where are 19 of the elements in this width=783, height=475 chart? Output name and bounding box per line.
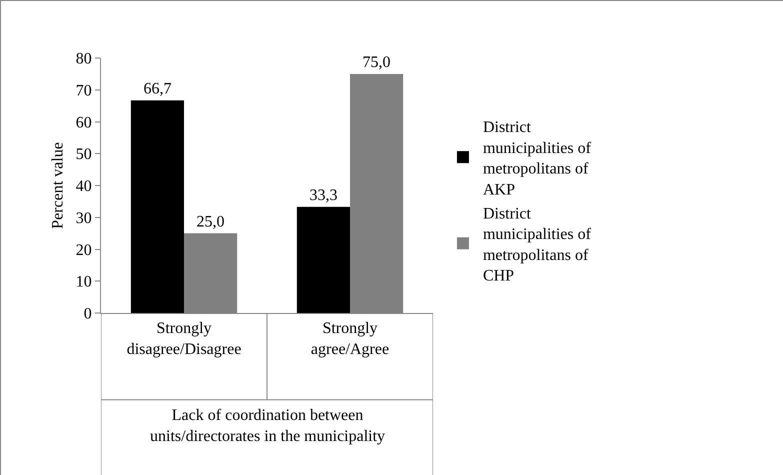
y-tick-label: 70 bbox=[76, 82, 92, 100]
data-label: 25,0 bbox=[196, 213, 225, 230]
x-tick-label: Strongly agree/Agree bbox=[310, 320, 390, 358]
y-tick-label: 30 bbox=[76, 210, 92, 227]
data-label: 33,3 bbox=[309, 186, 338, 204]
y-tick-label: 80 bbox=[76, 50, 92, 68]
x-tick-label: Strongly disagree/Disagree bbox=[126, 320, 242, 358]
y-tick-label: 40 bbox=[76, 178, 92, 196]
legend-label: District municipalities of metropolitans of AKP bbox=[482, 119, 592, 199]
legend-label: District municipalities of metropolitans of CHP bbox=[482, 205, 592, 285]
y-tick-label: 20 bbox=[76, 242, 92, 259]
y-tick-label: 10 bbox=[76, 274, 92, 291]
y-tick-label: 0 bbox=[84, 306, 92, 323]
y-tick-label: 50 bbox=[76, 146, 92, 164]
y-tick-label: 60 bbox=[76, 114, 92, 132]
y-axis-title: Percent value bbox=[50, 142, 67, 229]
data-label: 66,7 bbox=[143, 80, 172, 98]
data-label: 75,0 bbox=[362, 54, 391, 71]
x-axis-title: Lack of coordination between units/directorates in the municipality bbox=[150, 407, 386, 445]
